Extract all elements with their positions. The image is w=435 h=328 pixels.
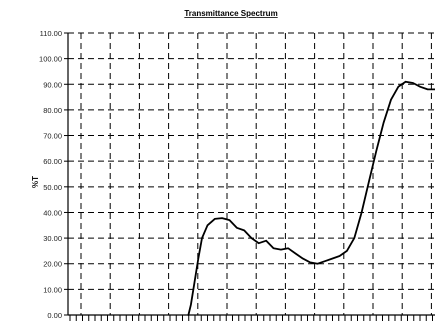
y-tick-label: 110.00: [40, 29, 62, 38]
y-tick-label: 20.00: [43, 260, 62, 269]
y-tick-label: 70.00: [43, 132, 62, 141]
series-layer: [187, 80, 435, 316]
y-tick-label: 0.00: [47, 311, 62, 320]
transmittance-series-line: [187, 80, 435, 316]
y-axis-label: %T: [31, 176, 40, 188]
y-tick-label: 10.00: [43, 285, 62, 294]
y-tick-label: 40.00: [43, 208, 62, 217]
grid: [68, 32, 435, 315]
axes: [67, 33, 435, 316]
x-ticks: [69, 315, 433, 321]
y-tick-label: 100.00: [39, 55, 62, 64]
y-tick-label: 80.00: [43, 106, 62, 115]
y-tick-label: 30.00: [43, 234, 62, 243]
y-ticks: 0.00 10.00 20.00 30.00 40.00 50.00 60.00 70.00 8…: [39, 29, 68, 320]
y-tick-label: 50.00: [43, 183, 62, 192]
y-tick-label: 60.00: [43, 157, 62, 166]
chart-title: Transmittance Spectrum: [184, 9, 277, 18]
y-tick-label: 90.00: [43, 80, 62, 89]
